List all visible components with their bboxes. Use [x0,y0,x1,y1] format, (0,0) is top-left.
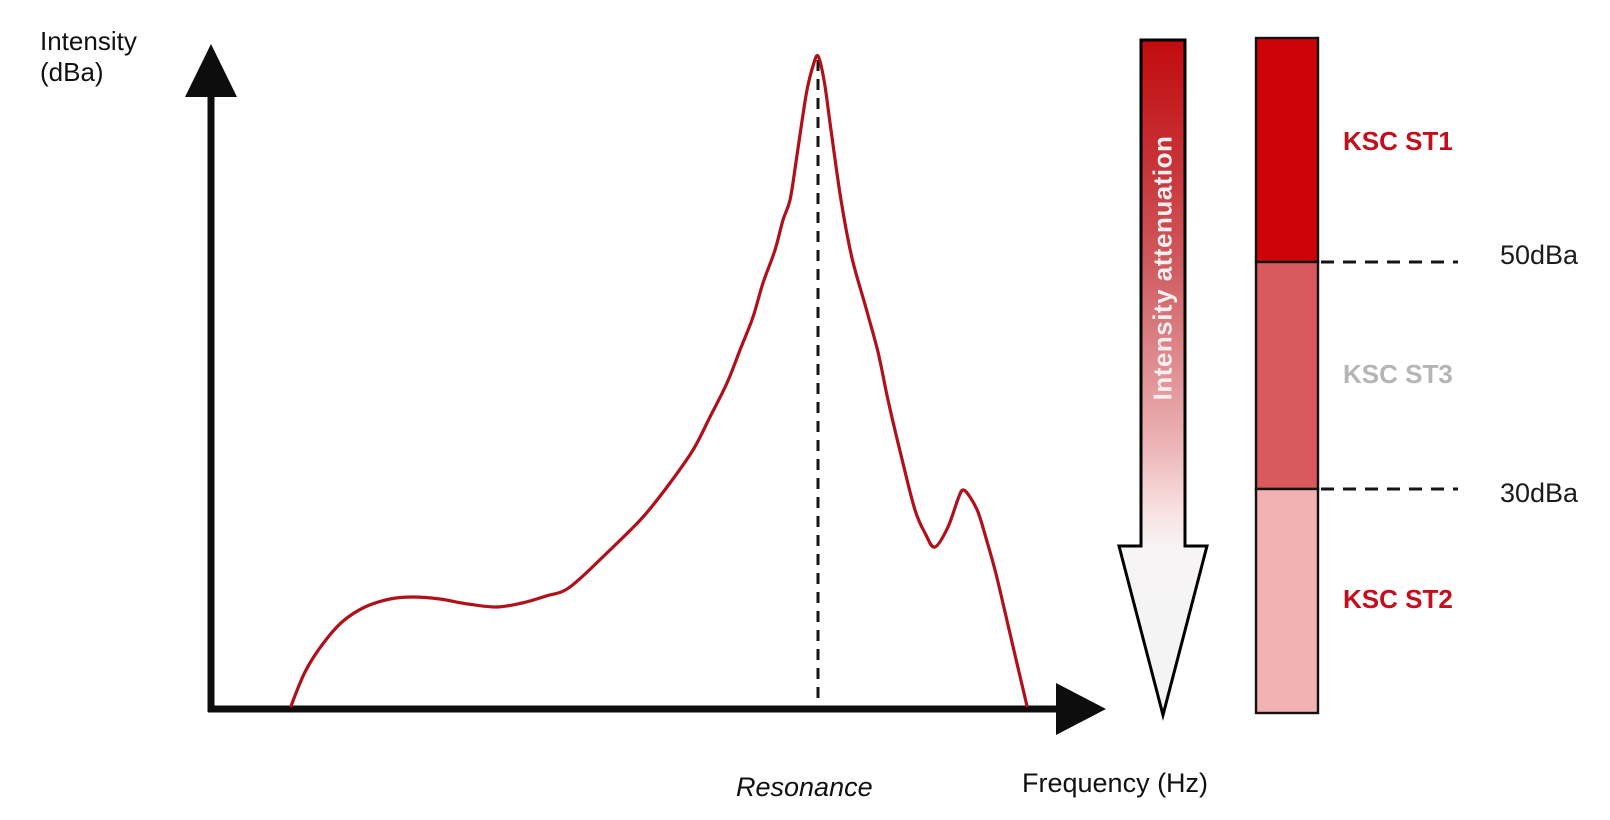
x-axis [208,683,1106,735]
legend-label-ksc-st3: KSC ST3 [1343,359,1453,389]
attenuation-arrow [1117,38,1209,721]
resonance-label: Resonance [736,772,873,802]
threshold-label-50dba: 50dBa [1500,240,1579,270]
y-axis-arrowhead-icon [185,44,237,97]
legend-segment-ksc-st3 [1254,260,1320,491]
y-axis [185,44,237,712]
y-axis-label: Intensity (dBa) [40,26,137,87]
attenuation-arrow-shape [1117,38,1209,721]
legend-segment-ksc-st2 [1254,487,1320,715]
legend-label-ksc-st1: KSC ST1 [1343,126,1453,156]
response-curve [289,53,1029,708]
threshold-label-30dba: 30dBa [1500,478,1579,508]
x-axis-arrowhead-icon [1056,683,1106,735]
legend-label-ksc-st2: KSC ST2 [1343,584,1453,614]
legend-bar [1254,36,1458,715]
x-axis-label: Frequency (Hz) [1022,768,1209,798]
legend-segment-ksc-st1 [1254,36,1320,264]
attenuation-arrow-label: Intensity attenuation [1147,135,1178,401]
